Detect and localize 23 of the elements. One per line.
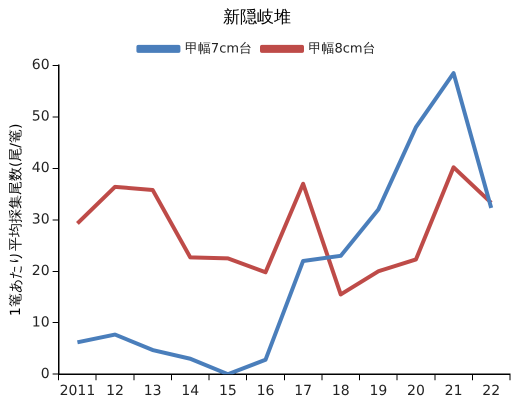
y-tick-label: 30 [32, 211, 50, 228]
x-tick-label: 21 [444, 383, 462, 400]
x-tick-label: 22 [482, 383, 500, 400]
x-tick-label: 13 [144, 383, 162, 400]
y-tick-label: 40 [32, 160, 50, 176]
y-tick-label: 20 [32, 262, 50, 279]
legend-label: 甲幅7cm台 [184, 41, 252, 56]
x-tick-label: 15 [218, 383, 237, 400]
legend-label: 甲幅8cm台 [308, 41, 376, 56]
x-tick-label: 17 [294, 383, 312, 400]
x-tick-label: 12 [106, 383, 124, 400]
x-tick-label: 14 [181, 383, 200, 400]
y-tick-label: 50 [32, 108, 50, 125]
chart-title: 新隠岐堆 [223, 8, 291, 28]
x-tick-label: 18 [332, 383, 350, 400]
y-axis-title: 1篭あたり平均採集尾数(尾/篭) [8, 124, 24, 316]
x-tick-label: 16 [256, 383, 274, 400]
y-tick-label: 0 [40, 366, 50, 382]
x-tick-label: 2011 [60, 383, 96, 400]
y-tick-label: 60 [32, 57, 50, 74]
x-tick-label: 19 [369, 383, 388, 400]
y-tick-label: 10 [32, 314, 50, 330]
x-tick-label: 20 [407, 383, 425, 400]
